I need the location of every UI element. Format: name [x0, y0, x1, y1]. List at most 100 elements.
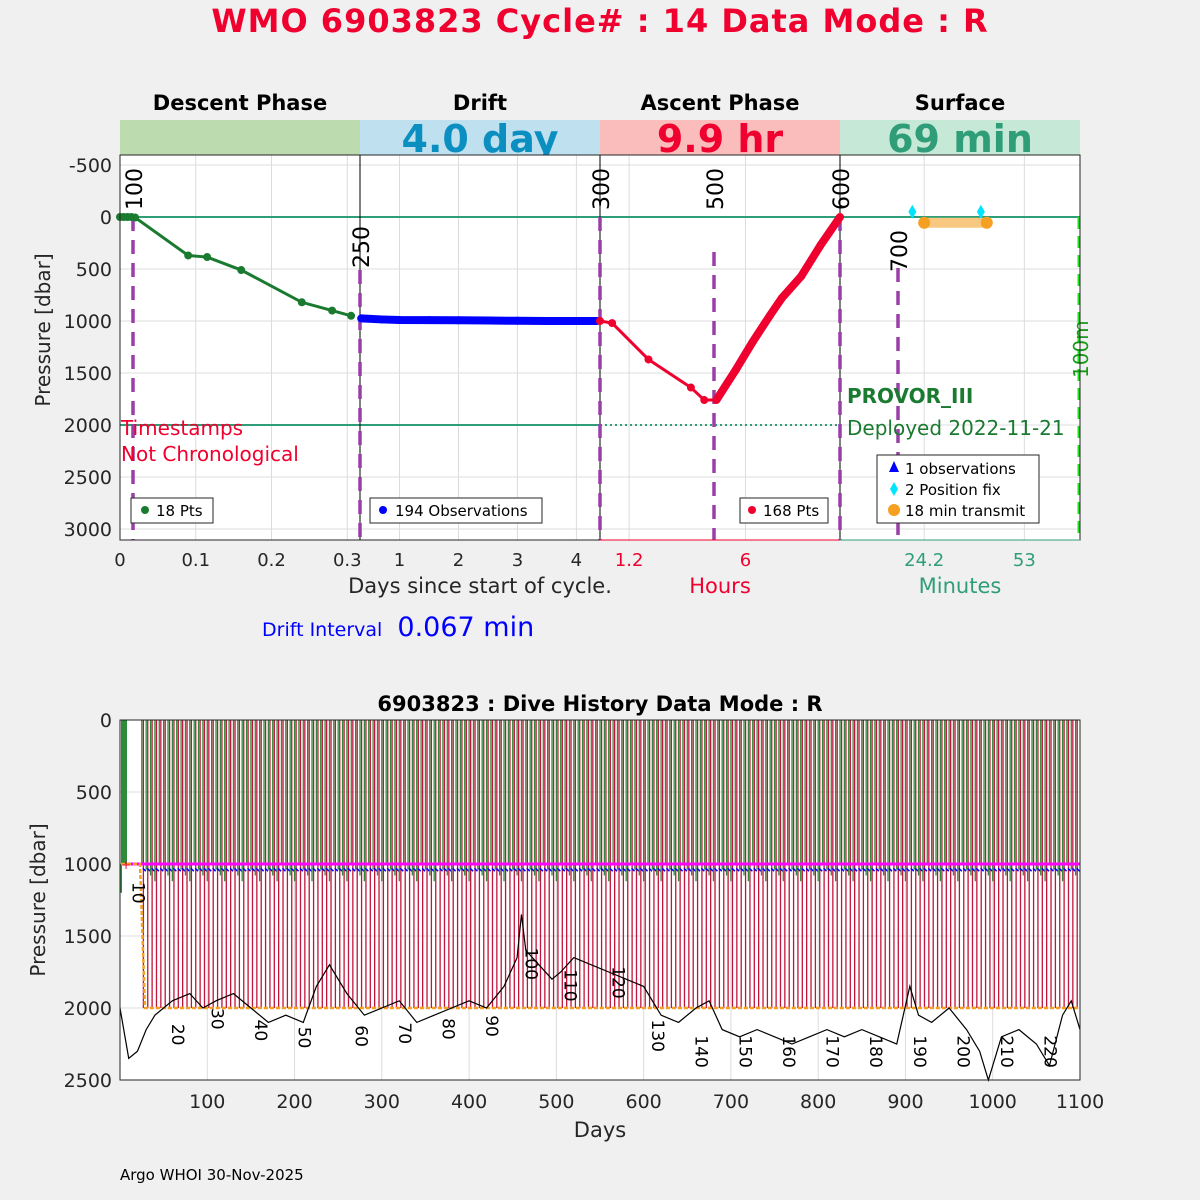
top-xlabel-minutes: Minutes — [919, 574, 1002, 598]
dive-drift-tick — [373, 867, 378, 872]
cycle-number-label: 20 — [167, 1024, 187, 1046]
dive-drift-tick — [967, 867, 972, 872]
dive-drift-tick — [251, 867, 256, 872]
dive-drift-tick — [805, 867, 810, 872]
dive-drift-tick — [892, 867, 897, 872]
dive-drift-tick — [194, 867, 199, 872]
dive-drift-tick — [290, 867, 295, 872]
dive-drift-tick — [500, 867, 505, 872]
ascent-point — [765, 311, 774, 320]
top-ytick-label: 2000 — [64, 415, 112, 437]
dive-drift-tick — [487, 867, 492, 872]
surface-xtick-label: 53 — [1013, 550, 1036, 571]
dive-drift-tick — [932, 867, 937, 872]
dive-drift-tick — [696, 867, 701, 872]
top-xlabel-hours: Hours — [689, 574, 751, 598]
dive-drift-tick — [1032, 867, 1037, 872]
dive-drift-tick — [971, 867, 976, 872]
dive-drift-tick — [914, 867, 919, 872]
dive-drift-tick — [583, 867, 588, 872]
dive-drift-tick — [600, 867, 605, 872]
dive-drift-tick — [988, 867, 993, 872]
drift-legend-text: 194 Observations — [395, 502, 528, 520]
dive-drift-tick — [552, 867, 557, 872]
dive-drift-tick — [452, 867, 457, 872]
dive-drift-tick — [443, 867, 448, 872]
drift-xtick-label: 3 — [512, 550, 523, 571]
dive-drift-tick — [199, 867, 204, 872]
descent-legend-text: 18 Pts — [156, 502, 203, 520]
dive-drift-tick — [377, 867, 382, 872]
dive-drift-tick — [216, 867, 221, 872]
dive-drift-tick — [1001, 867, 1006, 872]
dive-drift-tick — [255, 867, 260, 872]
ascent-point — [712, 396, 721, 405]
dive-drift-tick — [569, 867, 574, 872]
dive-drift-tick — [844, 867, 849, 872]
top-ytick-label: -500 — [69, 155, 112, 177]
descent-point — [328, 306, 337, 315]
dive-drift-tick — [862, 867, 867, 872]
dive-drift-tick — [421, 867, 426, 872]
dive-drift-tick — [146, 867, 151, 872]
dive-drift-tick — [975, 867, 980, 872]
history-title: 6903823 : Dive History Data Mode : R — [377, 692, 822, 716]
dive-drift-tick — [430, 867, 435, 872]
dive-drift-tick — [343, 867, 348, 872]
drift-point — [454, 316, 463, 325]
dive-drift-tick — [775, 867, 780, 872]
dive-drift-tick — [329, 867, 334, 872]
dive-drift-tick — [391, 867, 396, 872]
top-ytick-label: 1500 — [64, 363, 112, 385]
dive-drift-tick — [548, 867, 553, 872]
descent-point — [347, 311, 356, 320]
dive-drift-tick — [264, 867, 269, 872]
dive-drift-tick — [351, 867, 356, 872]
dive-drift-tick — [919, 867, 924, 872]
ascent-legend-marker — [748, 506, 756, 514]
dive-drift-tick — [303, 867, 308, 872]
history-xtick-label: 200 — [276, 1091, 312, 1113]
dive-drift-tick — [181, 867, 186, 872]
dive-drift-tick — [312, 867, 317, 872]
dive-drift-tick — [792, 867, 797, 872]
dive-drift-tick — [517, 867, 522, 872]
phase-title-2: Ascent Phase — [641, 91, 800, 115]
dive-drift-tick — [473, 867, 478, 872]
dive-drift-tick — [172, 867, 177, 872]
dive-drift-tick — [801, 867, 806, 872]
descent-point — [184, 251, 193, 260]
dive-drift-tick — [434, 867, 439, 872]
deployed-label: Deployed 2022-11-21 — [847, 416, 1065, 440]
surface-legend-obs-marker — [889, 461, 899, 472]
drift-point — [357, 314, 366, 323]
dive-drift-tick — [692, 867, 697, 872]
dive-drift-tick — [526, 867, 531, 872]
dive-drift-tick — [783, 867, 788, 872]
ascent-legend-text: 168 Pts — [763, 502, 819, 520]
event-marker-label: 300 — [590, 168, 615, 210]
history-ytick-label: 2500 — [64, 1070, 112, 1092]
dive-drift-tick — [399, 867, 404, 872]
dive-drift-tick — [495, 867, 500, 872]
dive-drift-tick — [556, 867, 561, 872]
descent-point — [297, 298, 306, 307]
cycle-number-label: 160 — [778, 1035, 798, 1067]
drift-xtick-label: 2 — [453, 550, 464, 571]
dive-drift-tick — [596, 867, 601, 872]
dive-drift-tick — [212, 867, 217, 872]
history-xtick-label: 500 — [538, 1091, 574, 1113]
cycle-number-label: 60 — [350, 1025, 370, 1047]
timestamps-warning-line2: Not Chronological — [121, 442, 299, 466]
top-ytick-label: 1000 — [64, 311, 112, 333]
dive-drift-tick — [788, 867, 793, 872]
dive-drift-tick — [679, 867, 684, 872]
dive-drift-tick — [613, 867, 618, 872]
dive-drift-tick — [705, 867, 710, 872]
drift-point — [483, 316, 492, 325]
descent-xtick-label: 0 — [114, 550, 125, 571]
dive-drift-tick — [360, 867, 365, 872]
surface-legend-fix: 2 Position fix — [905, 481, 1001, 499]
history-xtick-label: 900 — [887, 1091, 923, 1113]
